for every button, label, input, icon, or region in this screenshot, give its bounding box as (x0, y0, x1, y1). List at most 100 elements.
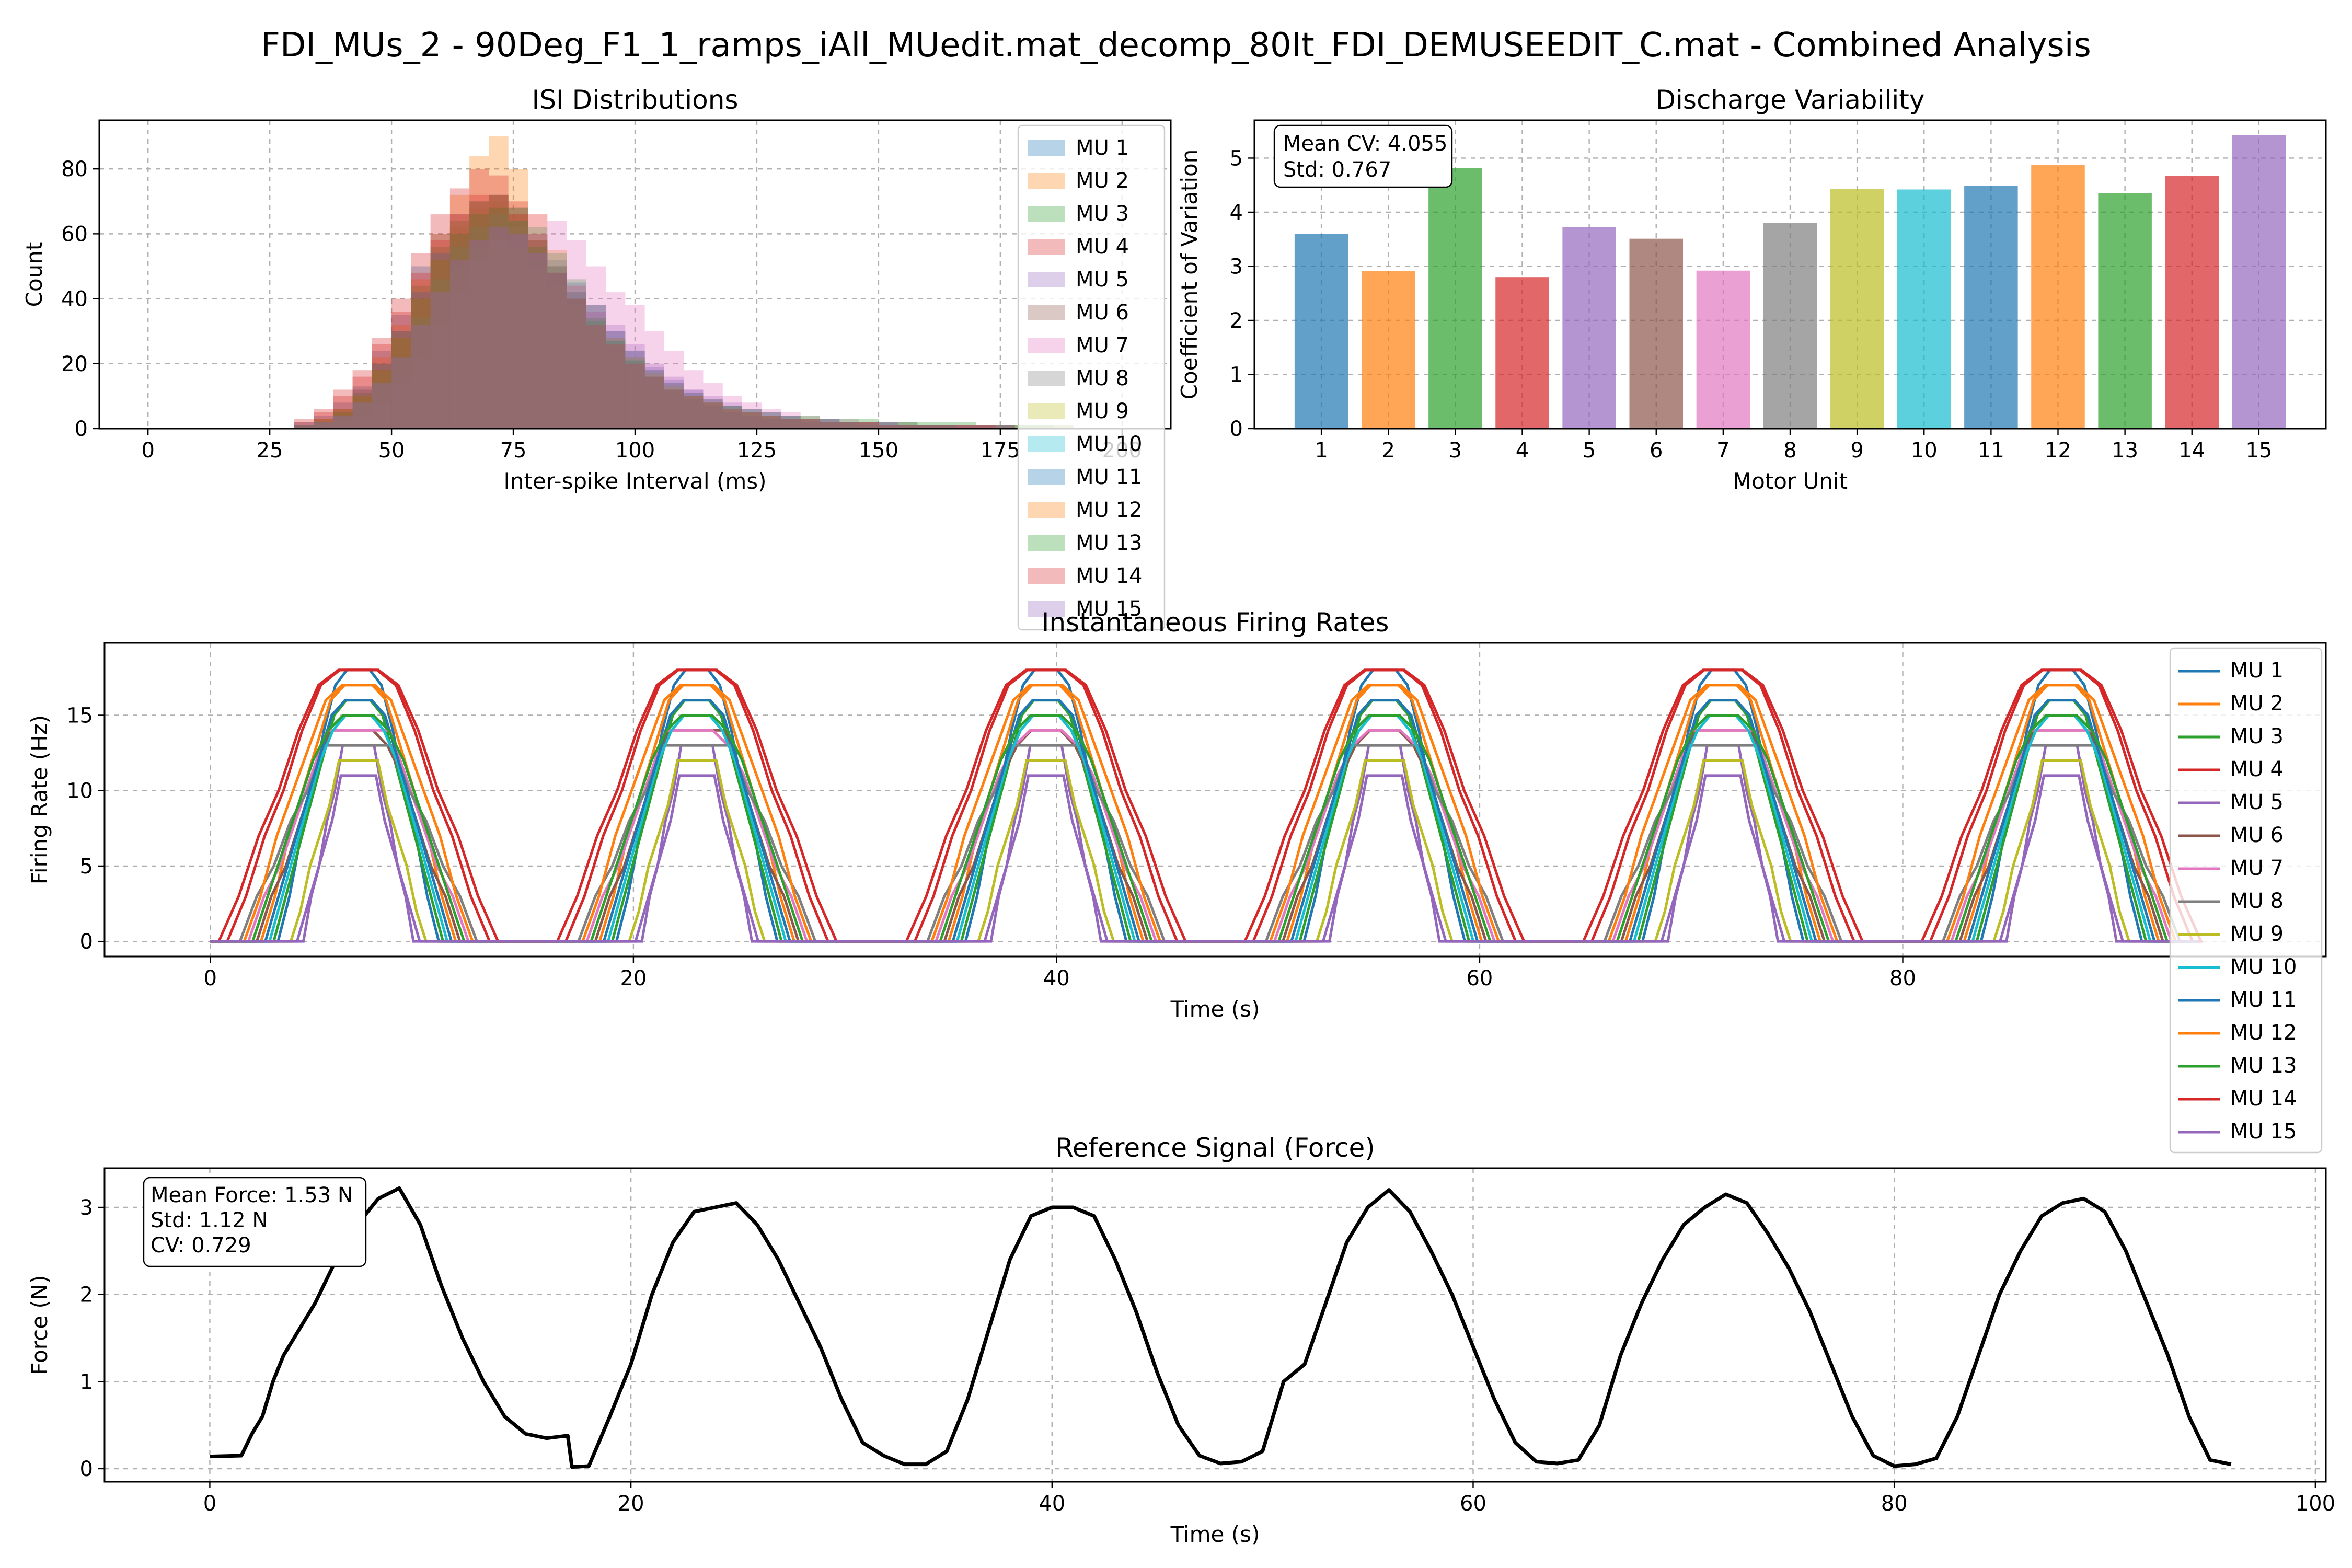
tick-label-x: 5 (1583, 439, 1596, 463)
histogram-bar (314, 422, 333, 429)
histogram-bar (625, 360, 645, 429)
histogram-bar (411, 325, 431, 429)
histogram-bar (547, 272, 567, 429)
histogram-bar (449, 214, 470, 429)
mean-force-text: Mean Force: 1.53 N (151, 1183, 353, 1207)
x-axis-label: Inter-spike Interval (ms) (503, 468, 766, 494)
histogram-bar (742, 416, 762, 429)
legend-swatch (1028, 338, 1065, 353)
histogram-bar (917, 425, 937, 429)
histogram-bar (528, 247, 548, 429)
histogram-bar (839, 422, 859, 429)
histogram-bar (586, 305, 606, 429)
legend-label: MU 9 (2230, 922, 2284, 946)
firing-rate-line (210, 729, 2199, 943)
histogram-bar (917, 425, 937, 429)
cv-bar (1294, 234, 1348, 429)
histogram-bar (878, 425, 898, 429)
tick-label-y: 2 (80, 1283, 93, 1307)
histogram-bar (917, 425, 937, 429)
tick-label-x: 2 (1382, 439, 1395, 463)
firing-rate-axes: 0 20 40 60 80 0 5 10 15 Instantaneous Firing Rate… (27, 607, 2327, 1154)
histogram-bar (547, 260, 567, 429)
histogram-bar (411, 253, 431, 429)
histogram-bar (508, 214, 528, 429)
axes-frame (1253, 119, 2327, 430)
histogram-bar (722, 409, 742, 429)
histogram-bar (625, 350, 645, 429)
legend-label: MU 6 (1076, 301, 1129, 325)
histogram-bar (800, 419, 821, 429)
histogram-bar (684, 389, 704, 429)
histogram-bar (859, 422, 879, 429)
histogram-bar (606, 338, 626, 429)
legend-label: MU 5 (1076, 268, 1129, 292)
histogram-bar (352, 370, 372, 429)
cv-bar (2031, 165, 2085, 429)
histogram-bar (800, 419, 821, 429)
histogram-bar (781, 419, 801, 429)
histogram-bar (917, 425, 937, 429)
histogram-bar (839, 422, 859, 429)
histogram-bar (411, 292, 431, 429)
histogram-bar (684, 370, 704, 429)
histogram-bar (898, 425, 918, 429)
histogram-bar (333, 422, 353, 429)
histogram-bar (800, 416, 821, 429)
histogram-bar (606, 344, 626, 429)
legend-label: MU 2 (2230, 691, 2284, 716)
histogram-bar (703, 402, 723, 429)
histogram-bar (469, 240, 489, 429)
histogram-bar (567, 292, 586, 429)
histogram-bar (469, 201, 489, 429)
histogram-bar (762, 416, 781, 429)
histogram-bar (917, 425, 937, 429)
histogram-bar (664, 350, 684, 429)
histogram-bar (567, 285, 586, 429)
histogram-bar (430, 214, 450, 429)
histogram-bar (372, 357, 392, 429)
histogram-bar (684, 393, 704, 429)
tick-label-x: 60 (1466, 966, 1493, 990)
histogram-bar (314, 419, 333, 429)
histogram-bar (430, 292, 450, 429)
firing-rate-line (210, 684, 2199, 943)
histogram-bar (489, 240, 509, 429)
histogram-bar (547, 272, 567, 429)
histogram-bar (995, 425, 1015, 429)
tick-label-y: 15 (66, 704, 93, 728)
histogram-bar (352, 396, 372, 429)
histogram-bar (644, 367, 664, 429)
legend-label: MU 10 (1076, 432, 1142, 456)
histogram-bar (489, 201, 509, 429)
tick-label-x: 1 (1315, 439, 1328, 463)
cv-bar (1696, 270, 1750, 429)
histogram-bar (703, 399, 723, 429)
histogram-bar (976, 425, 996, 429)
histogram-bar (664, 389, 684, 429)
histogram-bar (898, 425, 918, 429)
histogram-bar (372, 338, 392, 429)
tick-label-x: 7 (1716, 439, 1730, 463)
cv-bar (1629, 238, 1683, 429)
histogram-bar (567, 305, 586, 429)
histogram-bar (586, 305, 606, 429)
histogram-bar (917, 425, 937, 429)
histogram-bar (762, 416, 781, 429)
tick-label-x: 75 (500, 439, 527, 463)
histogram-bar (333, 396, 353, 429)
histogram-bar (567, 292, 586, 429)
legend-swatch (1028, 173, 1065, 189)
histogram-bar (391, 357, 411, 429)
histogram-bar (664, 383, 684, 429)
tick-label-x: 175 (981, 439, 1020, 463)
histogram-bar (859, 422, 879, 429)
histogram-bar (314, 422, 333, 429)
histogram-bar (664, 389, 684, 429)
histogram-bar (742, 412, 762, 429)
histogram-bar (586, 325, 606, 429)
histogram-bar (995, 425, 1015, 429)
histogram-bar (606, 338, 626, 429)
histogram-bar (722, 409, 742, 429)
histogram-bar (411, 325, 431, 429)
